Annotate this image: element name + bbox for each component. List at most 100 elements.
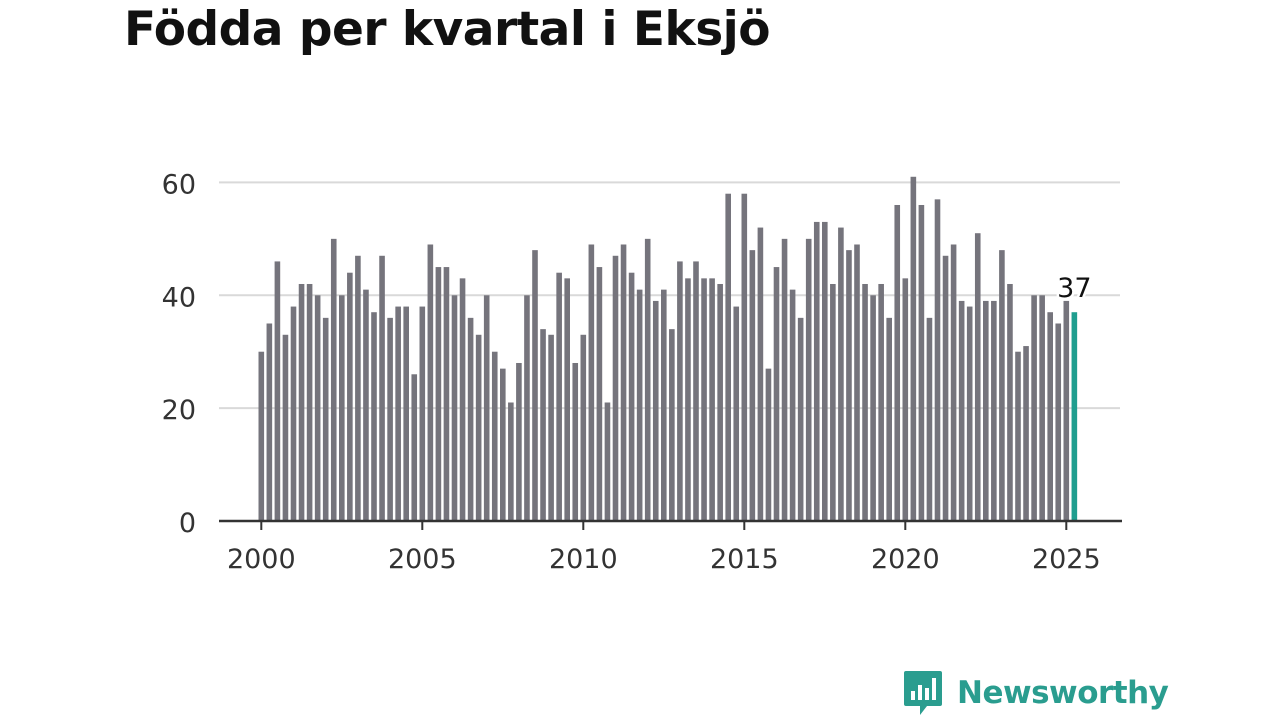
bar <box>661 289 667 521</box>
bar <box>733 306 740 521</box>
bar <box>451 295 458 521</box>
bar <box>612 255 619 522</box>
bar <box>427 244 434 522</box>
bar <box>757 227 764 521</box>
bar <box>282 334 289 521</box>
bar <box>355 255 361 522</box>
bar <box>596 267 603 521</box>
bar <box>556 272 562 521</box>
bar <box>290 306 297 521</box>
x-tick-label: 2020 <box>871 544 940 575</box>
bar <box>604 402 611 521</box>
y-tick-label: 60 <box>162 169 196 200</box>
bar <box>1063 300 1070 521</box>
bar <box>781 238 788 521</box>
bar <box>991 300 997 521</box>
bar <box>886 317 892 521</box>
last-value-label: 37 <box>1057 273 1091 304</box>
bar <box>379 255 385 522</box>
bar <box>266 323 273 521</box>
bar <box>942 255 949 522</box>
y-tick-label: 0 <box>179 508 196 539</box>
bar <box>870 295 876 521</box>
bar <box>1023 346 1029 521</box>
annotations: 37 <box>1055 271 1094 307</box>
bar <box>419 306 426 521</box>
bar <box>524 295 530 521</box>
bar <box>435 267 442 521</box>
bar <box>974 233 981 521</box>
bar <box>749 250 756 522</box>
bar <box>548 334 554 521</box>
bar <box>1031 295 1037 521</box>
bar <box>934 199 941 521</box>
bar <box>765 368 772 521</box>
bar <box>644 238 651 521</box>
bar <box>813 221 820 521</box>
bar <box>854 244 860 522</box>
bar <box>467 317 474 521</box>
bar <box>363 289 369 521</box>
bar <box>789 289 796 521</box>
bar <box>314 295 321 521</box>
bar <box>628 272 635 521</box>
bar <box>1039 295 1045 521</box>
x-tick-label: 2010 <box>549 544 618 575</box>
bar <box>685 278 691 521</box>
bar <box>572 362 579 521</box>
bar <box>838 227 844 521</box>
bar <box>983 300 989 521</box>
bar <box>862 283 868 521</box>
bar <box>950 244 957 522</box>
bar <box>878 283 884 521</box>
bar-chart-speech-bubble-icon <box>904 671 942 715</box>
bar <box>652 300 659 521</box>
bar <box>701 278 707 521</box>
bar <box>588 244 595 522</box>
bar <box>532 250 538 522</box>
bar <box>274 261 281 521</box>
bar <box>1047 312 1053 521</box>
bar <box>371 312 377 521</box>
bar <box>958 300 965 521</box>
bar <box>339 295 345 521</box>
bar <box>322 317 329 521</box>
bar <box>1015 351 1021 521</box>
bar <box>443 267 450 521</box>
brand-name: Newsworthy <box>957 675 1169 711</box>
bar <box>902 278 909 521</box>
bar <box>677 261 683 521</box>
x-tick-label: 2000 <box>227 544 296 575</box>
x-tick-label: 2025 <box>1032 544 1101 575</box>
bar <box>830 283 836 521</box>
bar <box>910 176 917 522</box>
bar <box>926 317 933 521</box>
bar <box>741 193 748 521</box>
bar <box>846 250 852 522</box>
bar <box>475 334 482 521</box>
bar <box>669 329 675 521</box>
bar <box>564 278 570 521</box>
bar <box>822 221 828 521</box>
bars <box>258 176 1078 522</box>
y-tick-label: 20 <box>162 395 196 426</box>
bar <box>725 193 731 521</box>
bar <box>894 204 901 521</box>
bar <box>459 278 466 521</box>
bar <box>620 244 627 522</box>
newsworthy-logo: Newsworthy <box>903 670 1169 716</box>
bar <box>966 306 973 521</box>
bar <box>717 283 723 521</box>
bar <box>387 317 393 521</box>
bar <box>330 238 337 521</box>
x-tick-label: 2005 <box>388 544 457 575</box>
chart-title: Födda per kvartal i Eksjö <box>124 2 771 57</box>
bar <box>395 306 401 521</box>
bar <box>693 261 699 521</box>
bar <box>1007 283 1013 521</box>
bar <box>918 204 925 521</box>
bar <box>580 334 587 521</box>
x-axis: 2000 2005 2010 2015 2020 2025 <box>219 519 1122 575</box>
bar <box>516 362 522 521</box>
